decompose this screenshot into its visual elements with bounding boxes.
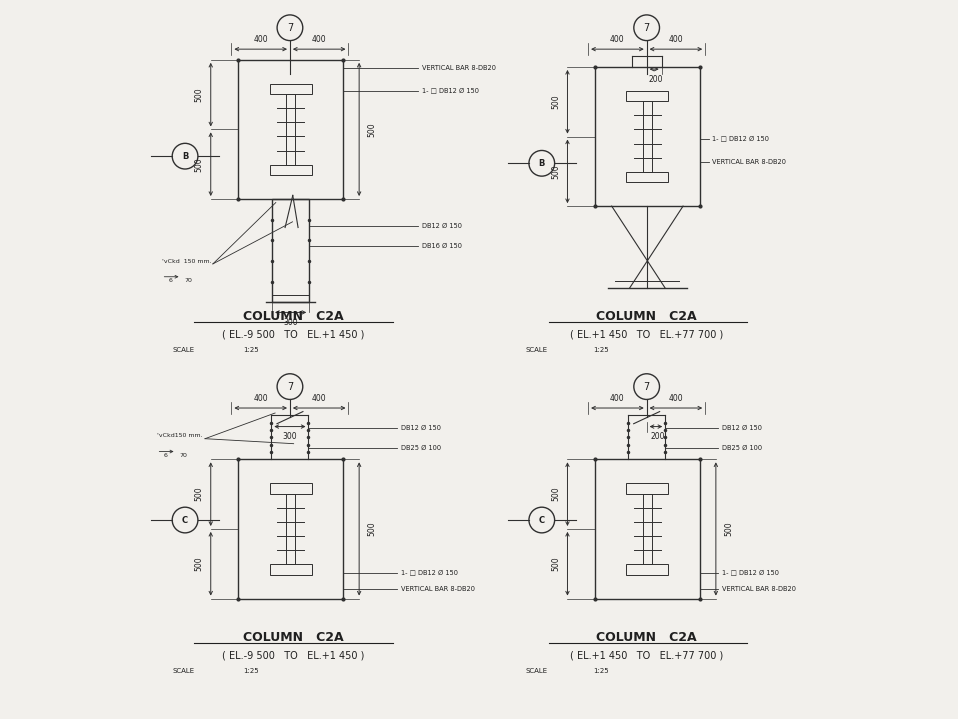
Text: 500: 500 [194,487,204,501]
Bar [272,199,309,303]
Bar [270,165,311,175]
Bar [643,493,652,564]
Text: ( EL.+1 450   TO   EL.+77 700 ): ( EL.+1 450 TO EL.+77 700 ) [570,651,723,661]
Text: 500: 500 [368,122,376,137]
Text: 400: 400 [610,394,625,403]
Text: 500: 500 [194,157,204,172]
Text: 1:25: 1:25 [243,668,260,674]
Text: ( EL.+1 450   TO   EL.+77 700 ): ( EL.+1 450 TO EL.+77 700 ) [570,329,723,339]
Text: C: C [538,516,545,525]
Text: C: C [182,516,188,525]
Text: DB12 Ø 150: DB12 Ø 150 [721,424,762,431]
Text: 400: 400 [312,35,327,44]
Text: 70: 70 [179,453,187,458]
Bar [627,172,669,182]
Text: VERTICAL BAR 8-DB20: VERTICAL BAR 8-DB20 [721,586,795,592]
Bar [627,564,669,574]
Bar [238,459,344,598]
Text: 1:25: 1:25 [593,347,608,353]
Bar [286,493,295,564]
Text: COLUMN   C2A: COLUMN C2A [596,631,697,644]
Text: DB16 Ø 150: DB16 Ø 150 [422,243,462,249]
Text: VERTICAL BAR 8-DB20: VERTICAL BAR 8-DB20 [422,65,496,71]
Text: 1:25: 1:25 [593,668,608,674]
Bar [643,101,652,172]
Text: 200: 200 [649,75,663,84]
Bar [595,459,700,598]
Bar [286,94,295,165]
Text: COLUMN   C2A: COLUMN C2A [243,310,344,324]
Text: DB12 Ø 150: DB12 Ø 150 [422,223,462,229]
Text: 400: 400 [253,35,268,44]
Text: 500: 500 [194,557,204,571]
Text: 300: 300 [284,318,298,327]
Bar [627,91,669,101]
Text: 400: 400 [669,394,683,403]
Text: 'vCkd  150 mm.: 'vCkd 150 mm. [162,259,211,264]
Text: 400: 400 [253,394,268,403]
Text: 500: 500 [552,164,560,178]
Text: B: B [538,159,545,168]
Text: 400: 400 [669,35,683,44]
Text: SCALE: SCALE [172,668,194,674]
Text: ( EL.-9 500   TO   EL.+1 450 ): ( EL.-9 500 TO EL.+1 450 ) [222,651,365,661]
Text: SCALE: SCALE [525,668,548,674]
Text: ( EL.-9 500   TO   EL.+1 450 ): ( EL.-9 500 TO EL.+1 450 ) [222,329,365,339]
Text: 500: 500 [194,87,204,102]
Text: SCALE: SCALE [525,347,548,353]
Text: 1- □ DB12 Ø 150: 1- □ DB12 Ø 150 [721,570,779,577]
Text: 1- □ DB12 Ø 150: 1- □ DB12 Ø 150 [713,137,769,142]
Text: 400: 400 [312,394,327,403]
Text: 1- □ DB12 Ø 150: 1- □ DB12 Ø 150 [422,88,479,94]
Bar [238,60,344,199]
Text: 300: 300 [283,432,297,441]
Text: 70: 70 [184,278,193,283]
Text: 500: 500 [368,521,376,536]
Text: 500: 500 [724,521,734,536]
Bar [627,483,669,493]
Text: 500: 500 [552,557,560,571]
Text: COLUMN   C2A: COLUMN C2A [596,310,697,324]
Text: COLUMN   C2A: COLUMN C2A [243,631,344,644]
Bar [270,84,311,94]
Text: 500: 500 [552,487,560,501]
Bar [270,483,311,493]
Text: B: B [182,152,189,160]
Text: 400: 400 [610,35,625,44]
Text: 6: 6 [169,278,172,283]
Text: DB25 Ø 100: DB25 Ø 100 [400,444,441,451]
Text: 7: 7 [286,382,293,392]
Text: 200: 200 [650,432,665,441]
Text: 1:25: 1:25 [243,347,260,353]
Bar [595,67,700,206]
Text: 'vCkd150 mm.: 'vCkd150 mm. [156,434,202,439]
Text: 1- □ DB12 Ø 150: 1- □ DB12 Ø 150 [400,570,458,577]
Text: VERTICAL BAR 8-DB20: VERTICAL BAR 8-DB20 [400,586,474,592]
Text: 7: 7 [644,382,650,392]
Text: 7: 7 [644,23,650,33]
Text: VERTICAL BAR 8-DB20: VERTICAL BAR 8-DB20 [713,159,787,165]
Text: 7: 7 [286,23,293,33]
Text: SCALE: SCALE [172,347,194,353]
Text: DB12 Ø 150: DB12 Ø 150 [400,424,441,431]
Bar [270,564,311,574]
Text: DB25 Ø 100: DB25 Ø 100 [721,444,762,451]
Text: 6: 6 [164,453,168,458]
Text: 500: 500 [552,94,560,109]
